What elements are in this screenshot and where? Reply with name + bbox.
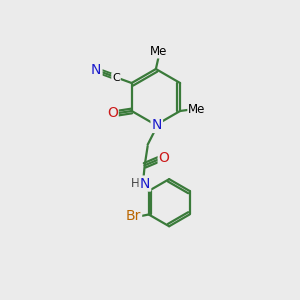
- Text: O: O: [159, 151, 170, 165]
- Text: N: N: [140, 177, 150, 190]
- Text: Me: Me: [150, 45, 167, 58]
- Text: C: C: [112, 73, 120, 83]
- Text: H: H: [130, 177, 140, 190]
- Text: Me: Me: [188, 103, 205, 116]
- Text: Br: Br: [126, 209, 141, 223]
- Text: O: O: [107, 106, 118, 120]
- Text: N: N: [152, 118, 162, 132]
- Text: N: N: [91, 63, 101, 77]
